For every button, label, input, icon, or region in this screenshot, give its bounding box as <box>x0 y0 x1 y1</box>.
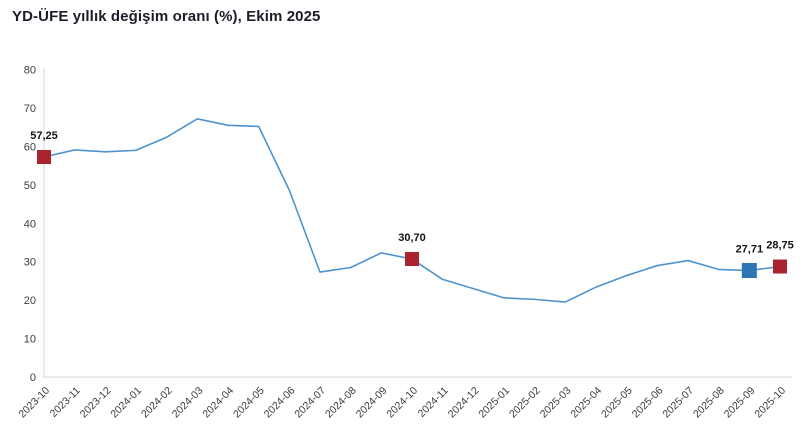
x-axis-tick-label: 2025-05 <box>599 385 635 421</box>
y-axis-tick-label: 50 <box>24 180 36 192</box>
data-marker-2025-10[interactable] <box>773 259 787 274</box>
y-axis-tick-label: 20 <box>24 295 36 307</box>
x-axis-tick-label: 2024-08 <box>323 385 359 421</box>
x-axis-tick-label: 2024-04 <box>200 385 236 421</box>
series-line <box>43 117 781 303</box>
x-axis-tick-label: 2025-03 <box>538 385 574 421</box>
y-axis-tick-label: 60 <box>24 141 36 153</box>
data-marker-2023-10[interactable] <box>37 150 51 165</box>
x-axis-tick-label: 2025-07 <box>660 385 696 421</box>
x-axis-tick-label: 2025-10 <box>752 385 788 421</box>
data-marker-2025-09[interactable] <box>741 263 757 279</box>
x-axis-tick-label: 2025-09 <box>722 385 758 421</box>
x-axis-tick-label: 2023-12 <box>78 385 114 421</box>
data-label-2024-10: 30,70 <box>398 232 426 244</box>
x-axis-tick-label: 2024-06 <box>262 385 298 421</box>
x-axis-tick-label: 2024-02 <box>139 385 175 421</box>
y-axis-tick-label: 70 <box>24 103 36 115</box>
x-axis-tick-label: 2024-03 <box>170 385 206 421</box>
data-label-2025-09: 27,71 <box>736 244 764 256</box>
x-axis-tick-label: 2023-10 <box>16 385 52 421</box>
y-axis-tick-label: 80 <box>24 65 36 77</box>
data-label-2023-10: 57,25 <box>30 130 58 142</box>
x-axis-tick-label: 2025-01 <box>476 385 512 421</box>
y-axis-tick-label: 10 <box>24 334 36 346</box>
y-axis-tick-label: 0 <box>30 372 36 384</box>
x-axis-tick-label: 2025-08 <box>691 385 727 421</box>
chart-title: YD-ÜFE yıllık değişim oranı (%), Ekim 20… <box>12 8 321 25</box>
x-axis-tick-label: 2024-12 <box>446 385 482 421</box>
x-axis-tick-label: 2024-07 <box>292 385 328 421</box>
data-label-2025-10: 28,75 <box>766 240 794 252</box>
x-axis-tick-label: 2024-11 <box>416 385 451 420</box>
x-axis-tick-label: 2024-05 <box>231 385 267 421</box>
x-axis-tick-label: 2024-01 <box>108 385 144 421</box>
y-axis-tick-label: 40 <box>24 218 36 230</box>
x-axis-tick-label: 2025-02 <box>507 385 543 421</box>
x-axis-tick-label: 2025-06 <box>630 385 666 421</box>
y-axis-tick-label: 30 <box>24 257 36 269</box>
x-axis-tick-label: 2025-04 <box>568 385 604 421</box>
x-axis-tick-label: 2024-10 <box>384 385 420 421</box>
x-axis-tick-label: 2023-11 <box>48 385 83 420</box>
x-axis-tick-label: 2024-09 <box>354 385 390 421</box>
data-marker-2024-10[interactable] <box>405 252 419 267</box>
